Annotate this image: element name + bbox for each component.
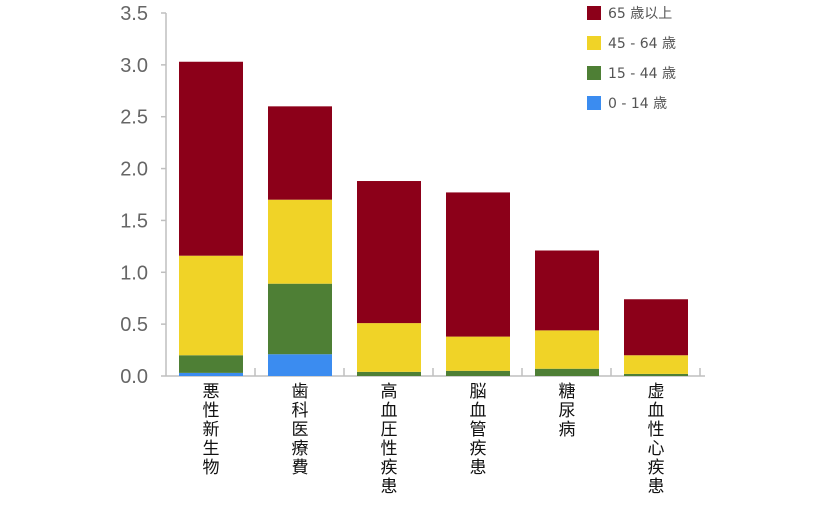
- legend-swatch: [587, 36, 601, 50]
- y-tick-label: 2.5: [120, 107, 148, 129]
- y-tick-label: 1.5: [120, 210, 148, 232]
- bar-segment: [624, 373, 688, 376]
- bar-segment: [179, 255, 243, 356]
- y-tick-label: 0.0: [120, 366, 148, 388]
- legend-label: 15 - 44 歳: [608, 66, 676, 82]
- y-tick-label: 2.0: [120, 159, 148, 181]
- bar-segment: [357, 323, 421, 372]
- bar-segment: [624, 355, 688, 374]
- legend-swatch: [587, 96, 601, 110]
- legend-label: 0 - 14 歳: [608, 96, 667, 112]
- legend-swatch: [587, 66, 601, 80]
- x-category-label: 悪性新生物: [203, 382, 220, 478]
- bar-segment: [357, 181, 421, 324]
- bar-segment: [446, 192, 510, 337]
- bar-segment: [268, 354, 332, 376]
- bar-segment: [179, 61, 243, 256]
- axis-layer: 0.0 0.5 1.0 1.5 2.0 2.5 3.0 3.5: [120, 3, 705, 388]
- x-category-label: 虚血性心疾患: [648, 382, 665, 497]
- x-category-label: 糖尿病: [559, 382, 576, 440]
- bar-segment: [535, 368, 599, 376]
- bar-segment: [535, 250, 599, 331]
- bar-segment: [179, 372, 243, 376]
- legend-label: 45 - 64 歳: [608, 36, 676, 52]
- y-tick-label: 1.0: [120, 262, 148, 284]
- y-tick-label: 0.5: [120, 314, 148, 336]
- bar-segment: [446, 336, 510, 371]
- x-category-label: 高血圧性疾患: [381, 382, 398, 497]
- y-tick-label: 3.0: [120, 55, 148, 77]
- bar-segment: [357, 371, 421, 376]
- y-tick-label: 3.5: [120, 3, 148, 25]
- bar-segment: [268, 283, 332, 355]
- legend-label: 65 歳以上: [608, 6, 672, 22]
- bar-segment: [624, 299, 688, 356]
- x-category-label: 歯科医療費: [292, 382, 309, 478]
- category-labels: 悪性新生物 歯科医療費 高血圧性疾患 脳血管疾患 糖尿病 虚血性心疾患: [203, 382, 665, 497]
- bar-segment: [268, 106, 332, 200]
- x-category-label: 脳血管疾患: [470, 382, 487, 478]
- bar-segment: [535, 330, 599, 369]
- bars-layer: [179, 61, 688, 376]
- bar-segment: [268, 199, 332, 284]
- legend: 65 歳以上 45 - 64 歳 15 - 44 歳 0 - 14 歳: [587, 6, 676, 112]
- bar-segment: [179, 355, 243, 373]
- legend-swatch: [587, 6, 601, 20]
- bar-segment: [446, 370, 510, 376]
